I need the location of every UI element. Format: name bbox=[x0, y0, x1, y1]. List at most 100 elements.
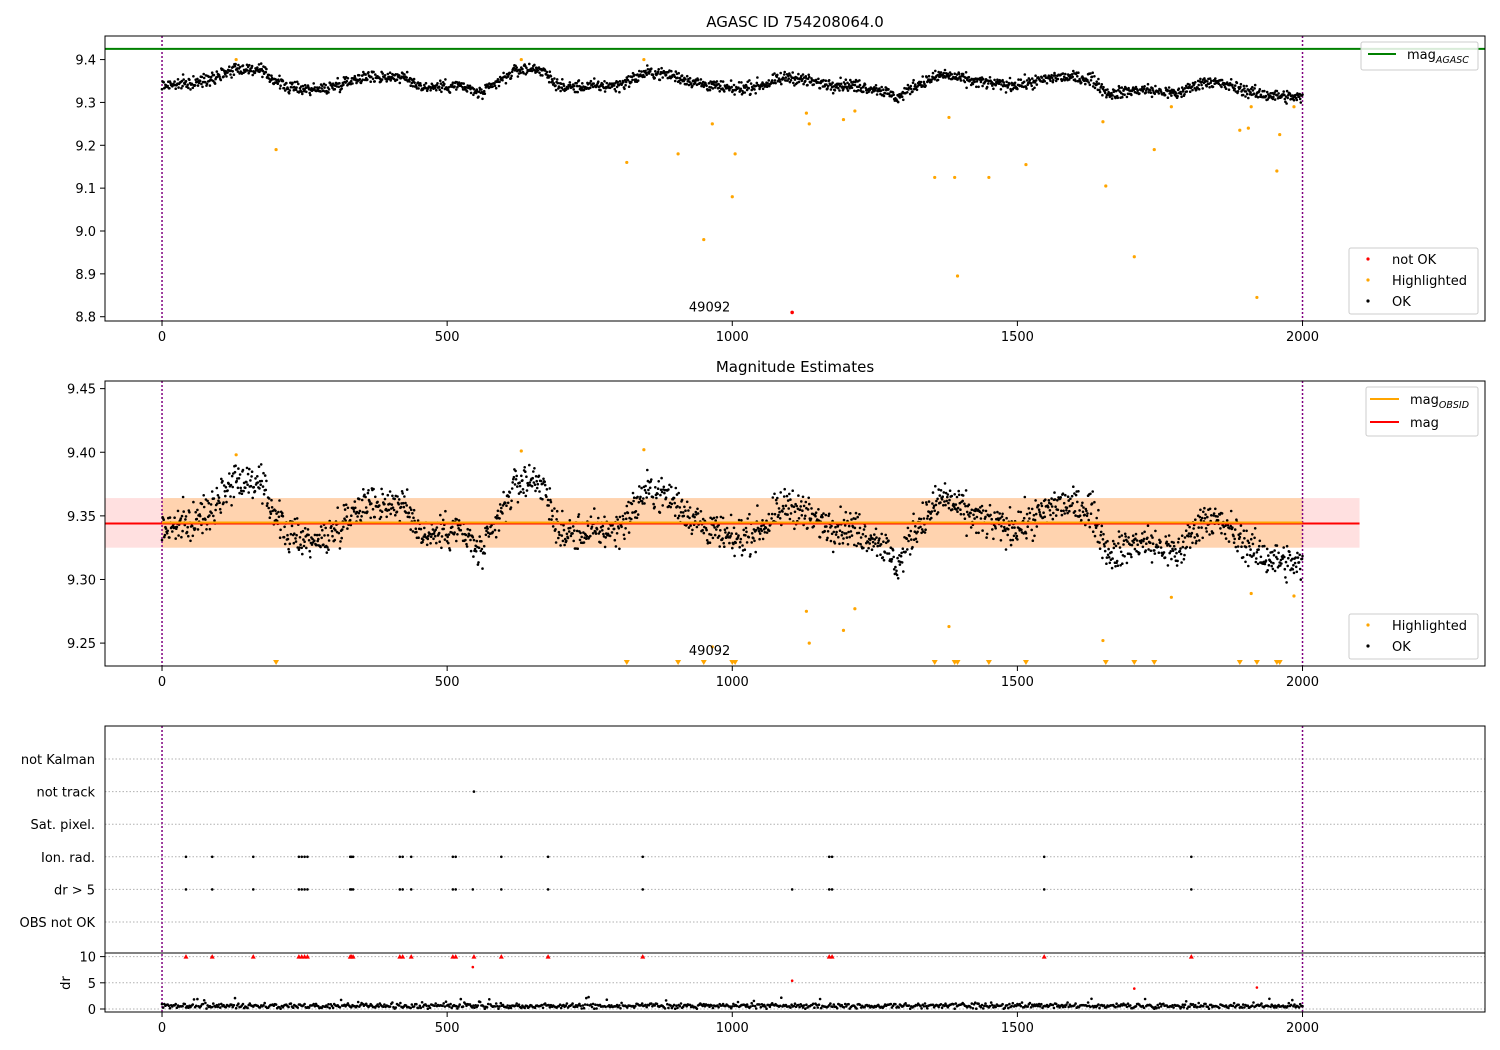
ok-point bbox=[1142, 539, 1145, 543]
ok-point bbox=[613, 538, 617, 542]
ok-point bbox=[432, 532, 436, 535]
offscale-marker bbox=[732, 660, 739, 665]
ok-point bbox=[174, 537, 177, 540]
ok-point bbox=[870, 548, 874, 551]
ok-point bbox=[1199, 518, 1203, 522]
ok-point bbox=[245, 63, 249, 67]
ok-point bbox=[1212, 514, 1215, 517]
ok-point bbox=[571, 525, 575, 528]
dr-point bbox=[482, 1005, 485, 1008]
ok-point bbox=[1073, 510, 1077, 513]
ok-point bbox=[787, 77, 790, 80]
ok-point bbox=[561, 78, 564, 81]
ok-point bbox=[532, 470, 535, 473]
ok-point bbox=[1053, 491, 1056, 494]
ok-point bbox=[961, 499, 964, 503]
ok-point bbox=[481, 97, 484, 101]
ok-point bbox=[1292, 563, 1295, 567]
panel-agasc-plot-area: 49092 bbox=[105, 36, 1485, 321]
ok-point bbox=[758, 537, 761, 541]
ok-point bbox=[515, 66, 518, 69]
ok-point bbox=[217, 499, 220, 503]
dr-point bbox=[590, 1005, 594, 1009]
ok-point bbox=[510, 499, 513, 503]
ok-point bbox=[257, 63, 261, 66]
offscale-marker bbox=[931, 660, 938, 665]
ok-point bbox=[554, 541, 558, 544]
ok-point bbox=[1076, 500, 1079, 504]
ok-point bbox=[908, 92, 912, 96]
ok-point bbox=[429, 535, 433, 538]
ok-point bbox=[1033, 86, 1036, 90]
ok-point bbox=[561, 539, 565, 543]
ok-point bbox=[288, 89, 292, 92]
ok-point bbox=[1281, 557, 1284, 560]
ok-point bbox=[984, 509, 988, 513]
ok-point bbox=[1235, 81, 1239, 85]
ok-point bbox=[560, 534, 564, 537]
ok-point bbox=[1146, 524, 1150, 527]
ok-point bbox=[490, 523, 493, 527]
ok-point bbox=[438, 540, 442, 543]
ok-point bbox=[319, 90, 322, 93]
ok-point bbox=[1054, 514, 1058, 517]
ok-point bbox=[1103, 549, 1107, 553]
ok-point bbox=[745, 85, 748, 88]
ok-point bbox=[740, 553, 744, 557]
ok-point bbox=[220, 477, 223, 481]
ok-point bbox=[509, 76, 513, 80]
ok-point bbox=[575, 529, 579, 533]
dr-point bbox=[444, 1000, 448, 1003]
ok-point bbox=[1006, 86, 1009, 89]
ok-point bbox=[956, 510, 959, 513]
dr-point bbox=[829, 1002, 832, 1005]
ok-point bbox=[660, 476, 663, 480]
legend-marker-not-ok bbox=[1366, 257, 1370, 261]
dr-point bbox=[765, 1007, 768, 1010]
ok-point bbox=[962, 513, 966, 516]
ok-point bbox=[1254, 560, 1258, 564]
highlighted-point bbox=[274, 147, 278, 152]
ok-point bbox=[546, 498, 550, 502]
ok-point bbox=[997, 518, 1000, 522]
ok-point bbox=[990, 517, 993, 521]
ok-point bbox=[1275, 89, 1279, 93]
ok-point bbox=[1251, 533, 1254, 536]
ok-point bbox=[1243, 87, 1246, 90]
flag-point bbox=[409, 888, 413, 891]
ok-point bbox=[684, 509, 687, 512]
ok-point bbox=[344, 503, 348, 507]
ok-point bbox=[455, 539, 458, 543]
ok-point bbox=[1197, 526, 1200, 529]
ok-point bbox=[1004, 548, 1008, 551]
ok-point bbox=[1190, 85, 1194, 89]
dr-point bbox=[376, 1003, 379, 1006]
flag-point bbox=[1042, 855, 1046, 859]
ok-point bbox=[1099, 85, 1103, 88]
ok-point bbox=[682, 514, 686, 518]
ok-point bbox=[1030, 77, 1034, 80]
ok-point bbox=[645, 73, 648, 77]
ok-point bbox=[318, 533, 321, 537]
ok-point bbox=[1300, 557, 1304, 561]
ok-point bbox=[919, 525, 922, 529]
ok-point bbox=[244, 70, 247, 73]
legend-marker-ok bbox=[1366, 644, 1370, 648]
panel-magnitude-title: Magnitude Estimates bbox=[716, 358, 874, 376]
ok-point bbox=[964, 489, 968, 492]
ok-point bbox=[748, 555, 752, 558]
ok-point bbox=[735, 532, 738, 535]
dr-point bbox=[464, 1002, 467, 1006]
ok-point bbox=[195, 517, 199, 521]
ok-point bbox=[1074, 514, 1077, 517]
ok-point bbox=[213, 519, 216, 522]
ok-point bbox=[909, 84, 913, 88]
ok-point bbox=[793, 527, 796, 531]
ok-point bbox=[437, 85, 441, 89]
dr-point bbox=[364, 1002, 368, 1006]
ok-point bbox=[401, 492, 405, 495]
ok-point bbox=[1228, 526, 1231, 530]
ok-point bbox=[533, 483, 537, 487]
ok-point bbox=[321, 528, 324, 532]
ok-point bbox=[750, 532, 754, 535]
